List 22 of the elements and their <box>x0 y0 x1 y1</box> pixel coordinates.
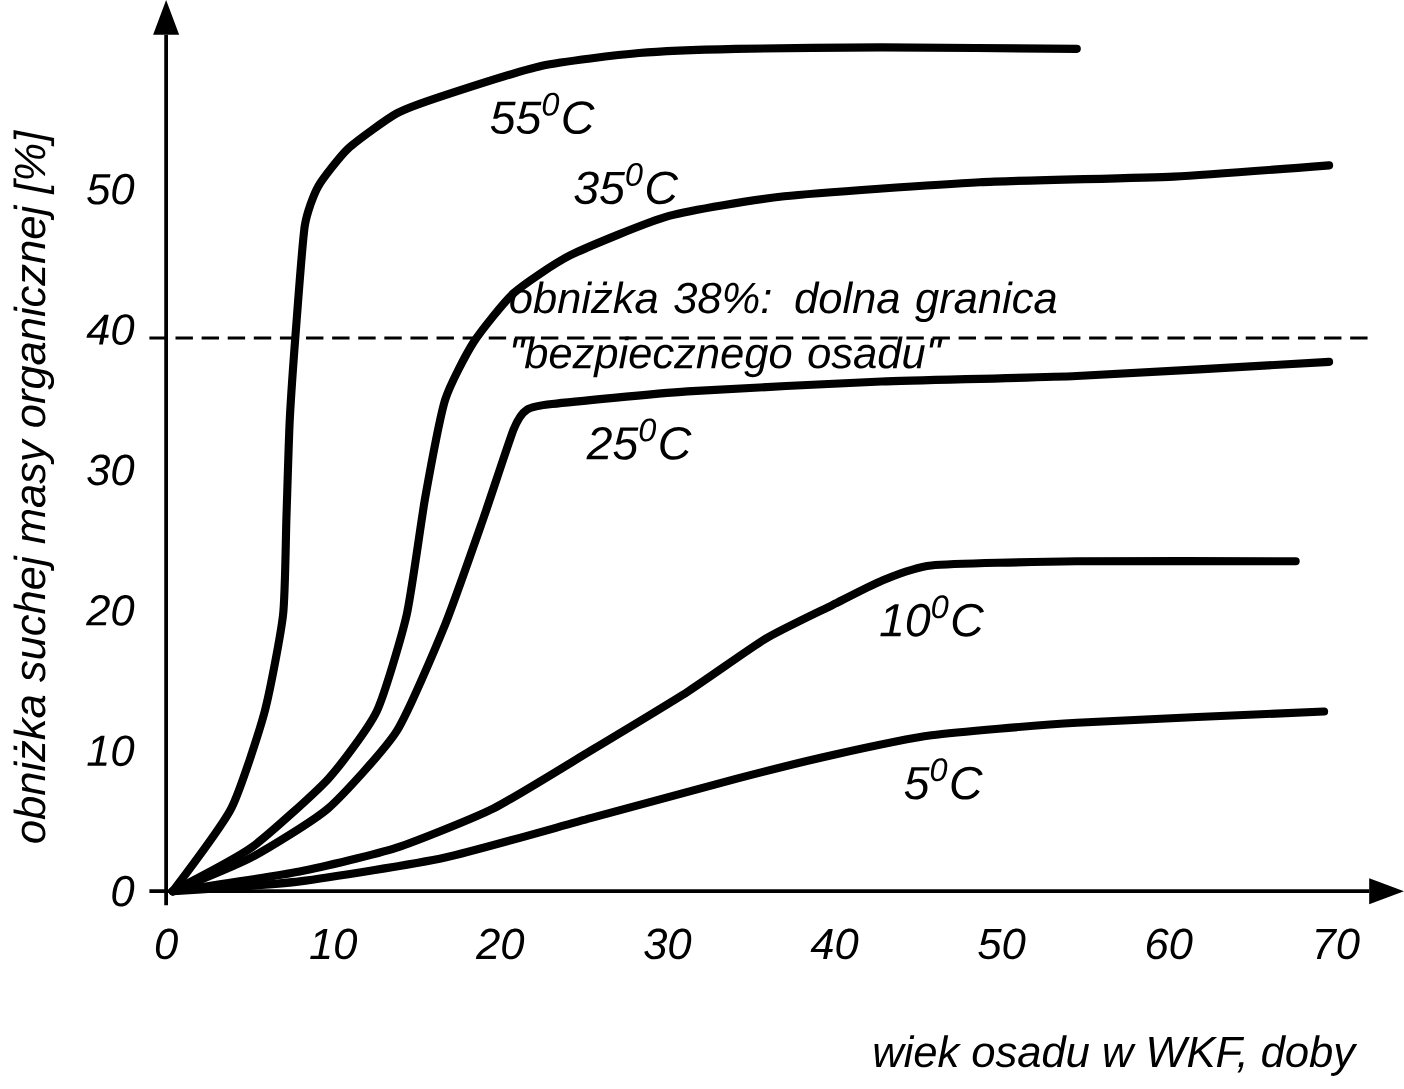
x-tick-label: 60 <box>1146 928 1193 960</box>
y-tick-label: 20 <box>85 594 135 626</box>
x-tick-label: 50 <box>978 928 1026 960</box>
x-tick-label: 70 <box>1316 928 1360 960</box>
x-tick-label: 10 <box>310 928 358 960</box>
x-tick-label: 0 <box>155 928 178 960</box>
series-label: 55$^{0}$C <box>490 92 595 134</box>
series-label: 25$^{0}$C <box>586 418 692 460</box>
series-label: 5$^{0}$C <box>904 757 983 800</box>
x-tick-label: 40 <box>810 928 859 960</box>
x-tick-label: 30 <box>644 928 692 960</box>
ref-line-label: obniżka 38%: dolna granica "bezpiecznego osadu" <box>510 281 1057 377</box>
y-tick-label: 0 <box>112 875 135 907</box>
y-tick-label: 30 <box>87 454 135 486</box>
x-axis-title: wiek osadu w WKF, doby <box>874 1035 1358 1076</box>
x-tick-label: 20 <box>475 928 525 960</box>
y-tick-label: 40 <box>86 313 135 345</box>
series-label: 35$^{0}$C <box>574 162 679 205</box>
y-tick-label: 50 <box>87 173 135 205</box>
y-tick-label: 10 <box>87 735 135 766</box>
y-axis-title: obniżka suchej masy organicznej [%] <box>13 129 55 843</box>
series-label: 10$^{0}$C <box>880 595 984 637</box>
